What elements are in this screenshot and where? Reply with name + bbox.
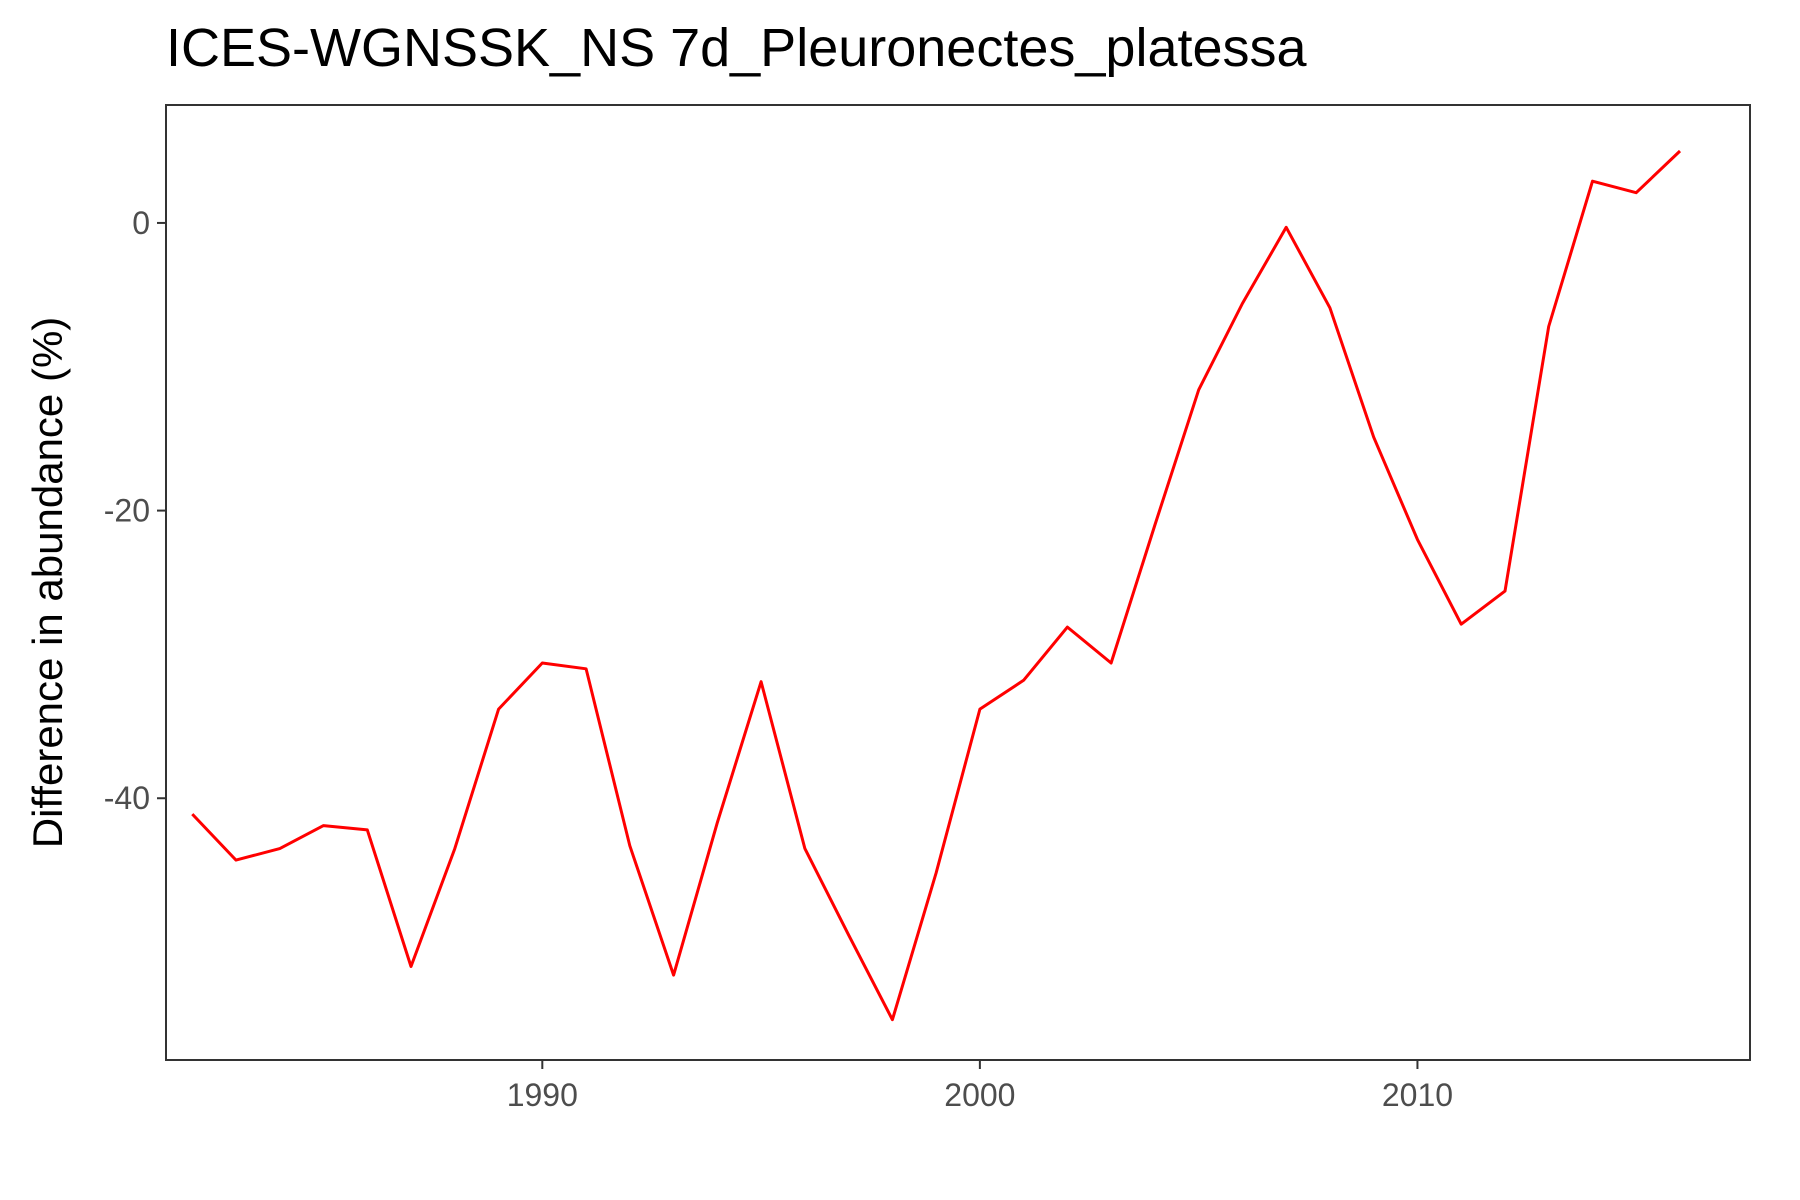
series-line	[191, 149, 1682, 1022]
data-point	[233, 857, 239, 863]
x-tick-label: 2000	[944, 1077, 1015, 1113]
data-point	[1327, 305, 1333, 311]
chart-title: ICES-WGNSSK_NS 7d_Pleuronectes_platessa	[166, 18, 1308, 78]
data-point	[1458, 621, 1464, 627]
data-point	[539, 660, 545, 666]
series-group	[189, 148, 1683, 1023]
data-point	[1021, 677, 1027, 683]
data-point	[364, 827, 370, 833]
x-tick-label: 2010	[1382, 1077, 1453, 1113]
y-tick-label: -40	[104, 780, 150, 816]
data-point	[1152, 522, 1158, 528]
data-point	[933, 870, 939, 876]
data-point	[802, 846, 808, 852]
x-axis-ticks: 1990 2000 2010	[507, 1060, 1453, 1113]
data-point	[1283, 224, 1289, 230]
y-tick-label: -20	[104, 493, 150, 529]
data-point	[1502, 588, 1508, 594]
data-point	[889, 1017, 895, 1023]
data-point	[1371, 434, 1377, 440]
data-point	[1677, 148, 1683, 154]
data-point	[671, 972, 677, 978]
data-point	[277, 846, 283, 852]
data-point	[496, 706, 502, 712]
x-tick-label: 1990	[507, 1077, 578, 1113]
data-point	[1196, 387, 1202, 393]
y-axis-ticks: 0 -20 -40	[104, 205, 166, 816]
data-point	[627, 843, 633, 849]
y-tick-label: 0	[132, 205, 150, 241]
data-point	[758, 679, 764, 685]
data-point	[452, 846, 458, 852]
data-point	[846, 932, 852, 938]
data-point	[1633, 190, 1639, 196]
data-point	[1589, 178, 1595, 184]
data-point	[321, 823, 327, 829]
data-point	[189, 811, 195, 817]
data-point	[714, 820, 720, 826]
y-axis-label: Difference in abundance (%)	[24, 317, 71, 849]
data-point	[1239, 300, 1245, 306]
data-point	[977, 706, 983, 712]
data-point	[1414, 536, 1420, 542]
data-point	[408, 964, 414, 970]
data-point	[1546, 323, 1552, 329]
data-point	[1108, 660, 1114, 666]
plot-panel	[165, 104, 1751, 1061]
data-point	[583, 666, 589, 672]
data-point	[1064, 624, 1070, 630]
